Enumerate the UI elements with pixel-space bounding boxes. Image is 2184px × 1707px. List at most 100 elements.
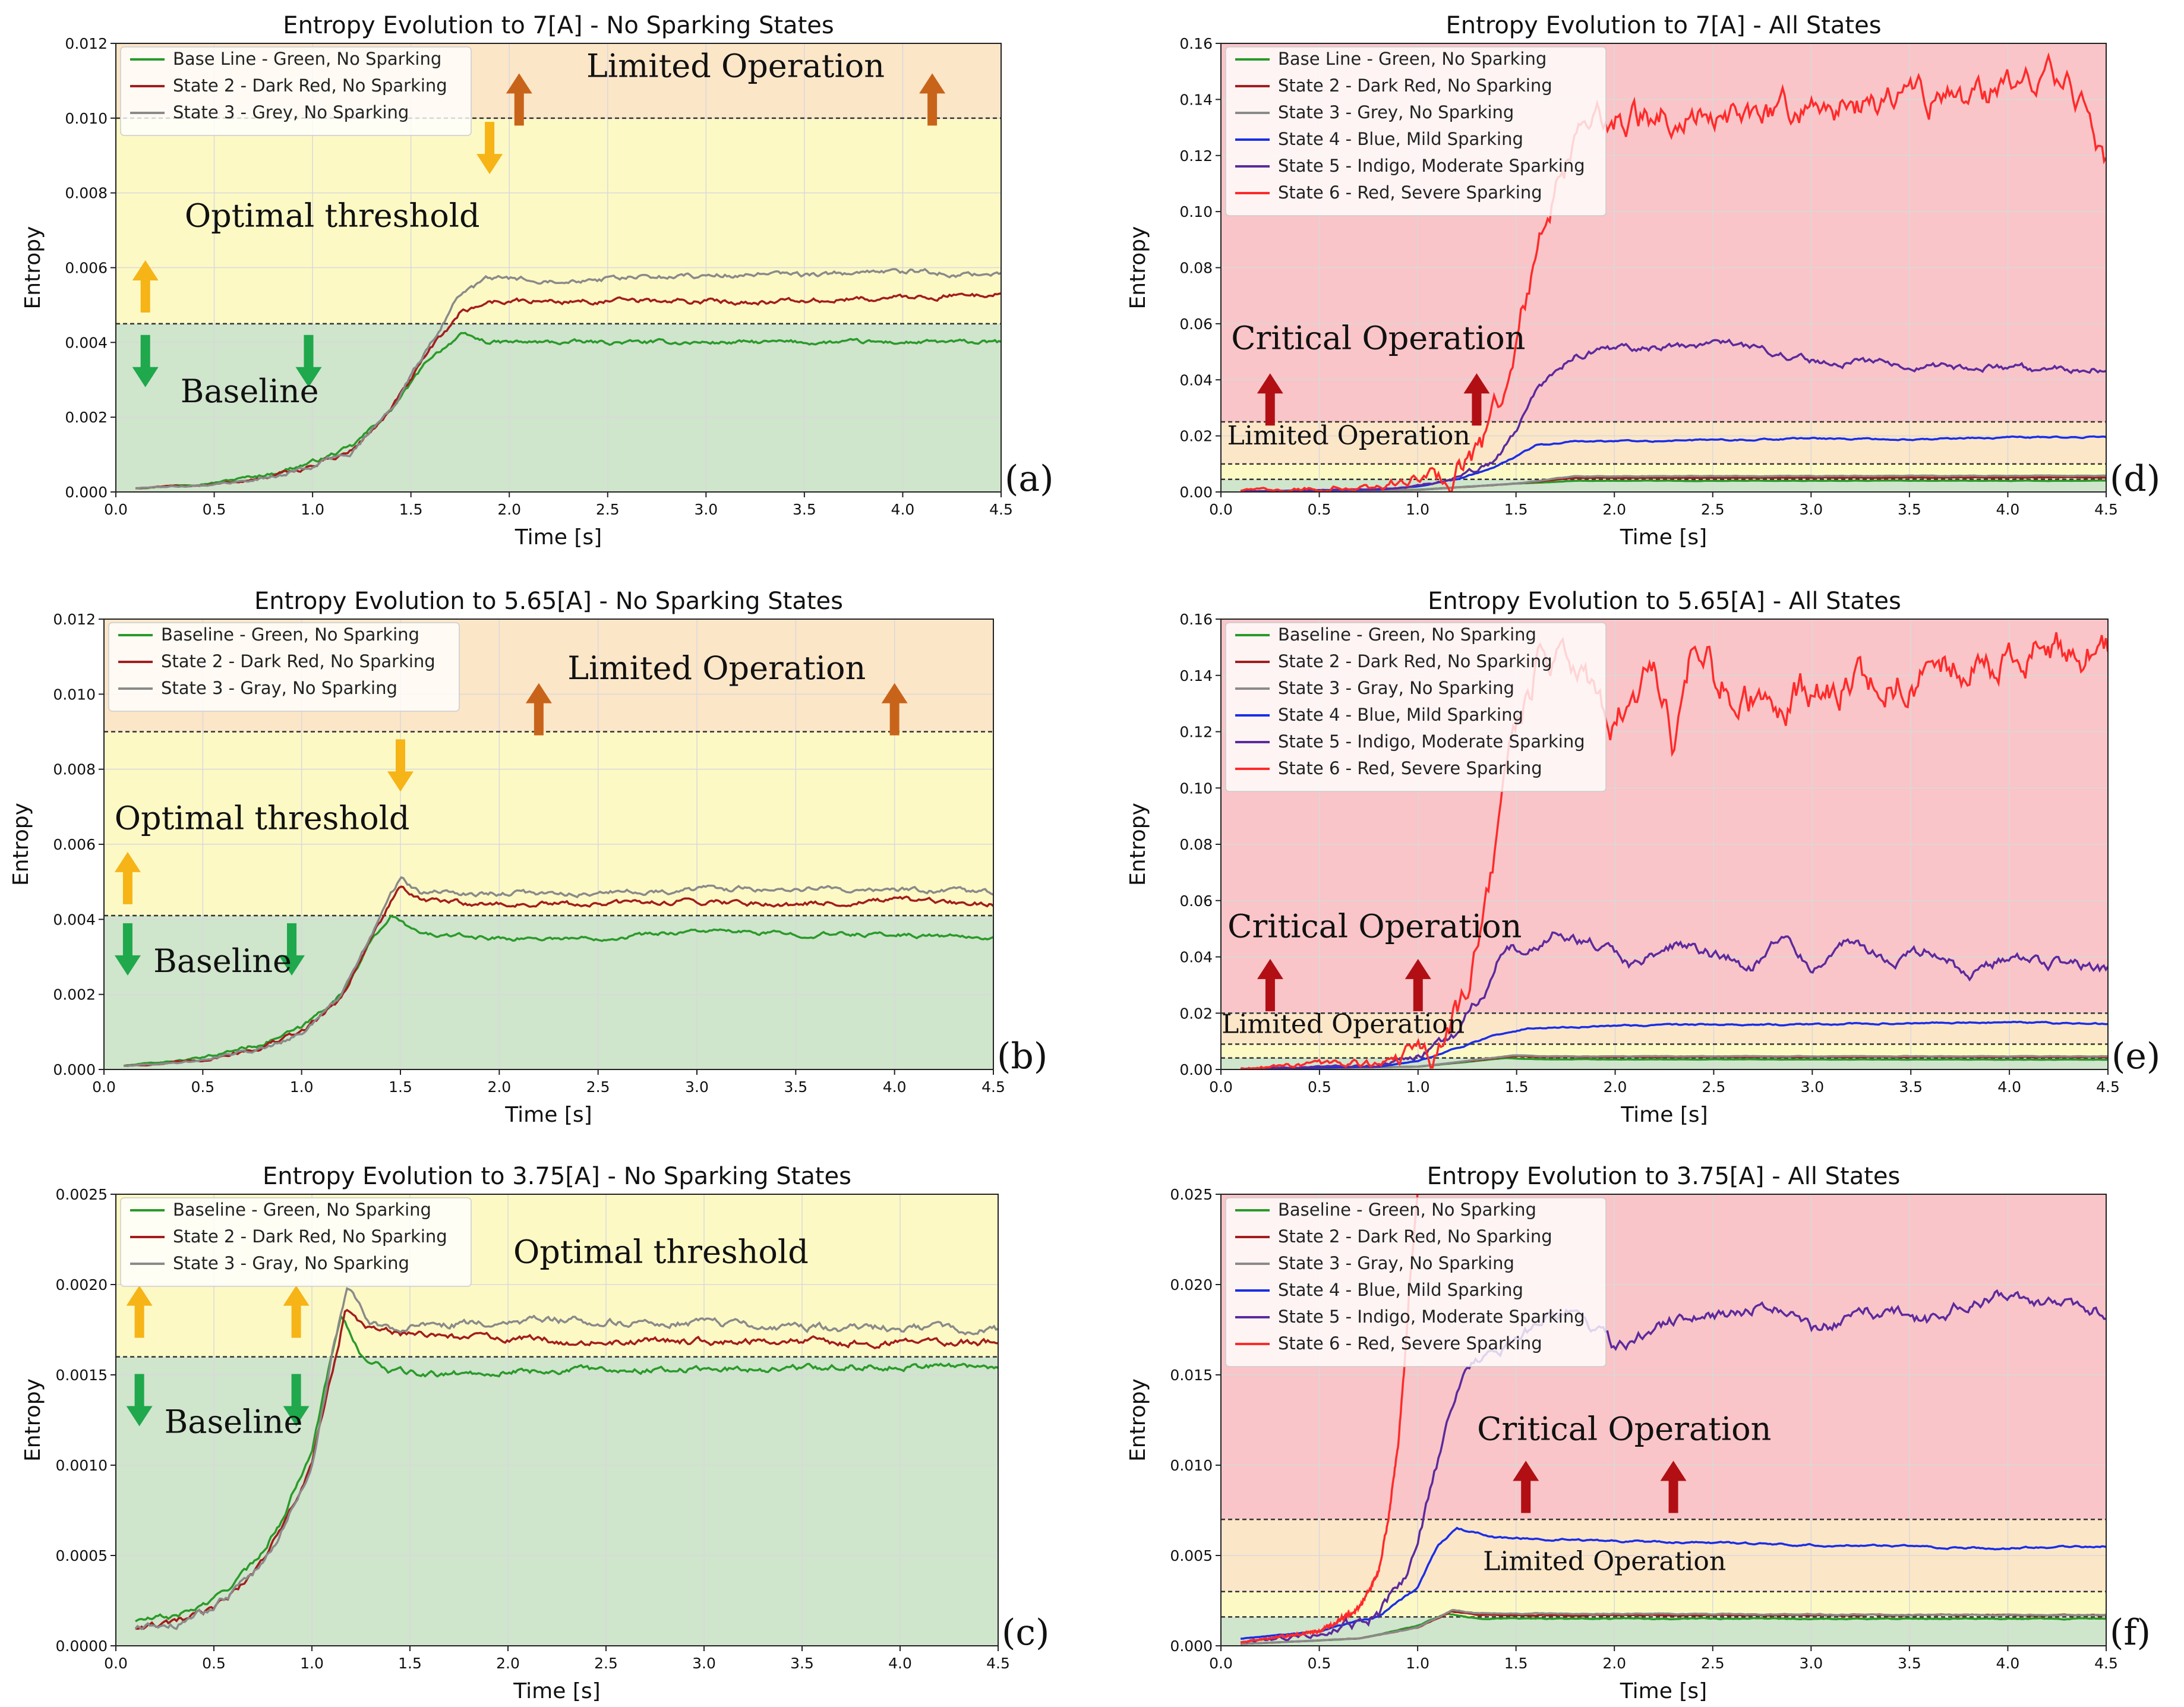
zone-green-zone	[104, 916, 993, 1069]
chart-title: Entropy Evolution to 5.65[A] - All State…	[1428, 588, 1901, 615]
x-tick-label: 0.0	[104, 1655, 128, 1672]
x-tick-label: 4.5	[986, 1655, 1010, 1672]
y-tick-label: 0.008	[65, 185, 108, 202]
chart-title: Entropy Evolution to 7[A] - No Sparking …	[283, 12, 834, 39]
x-tick-label: 0.0	[104, 501, 128, 518]
x-tick-label: 3.0	[1799, 501, 1823, 518]
x-tick-label: 0.0	[1209, 501, 1233, 518]
annotation-label: Optimal threshold	[185, 197, 480, 234]
x-tick-label: 4.0	[1996, 501, 2020, 518]
arrow-up-icon	[506, 73, 532, 126]
legend-entry: State 6 - Red, Severe Sparking	[1278, 182, 1542, 203]
x-tick-label: 1.5	[389, 1078, 412, 1096]
x-tick-label: 1.5	[398, 1655, 422, 1672]
x-tick-label: 4.5	[989, 501, 1013, 518]
x-tick-label: 2.5	[1701, 1655, 1725, 1672]
legend-entry: State 4 - Blue, Mild Sparking	[1278, 129, 1523, 149]
x-tick-label: 1.0	[300, 1655, 324, 1672]
legend-entry: State 2 - Dark Red, No Sparking	[1278, 1226, 1552, 1247]
y-tick-label: 0.06	[1179, 315, 1213, 333]
arrow-up-icon	[1257, 958, 1283, 1011]
x-tick-label: 2.0	[1604, 1078, 1627, 1096]
annotation-label: Limited Operation	[567, 649, 866, 687]
y-tick-label: 0.08	[1179, 836, 1213, 853]
legend-entry: State 4 - Blue, Mild Sparking	[1278, 1280, 1523, 1300]
x-axis-label: Time [s]	[504, 1103, 592, 1127]
panel-label: (e)	[2112, 1036, 2160, 1077]
panel-label: (d)	[2110, 458, 2160, 500]
chart-title: Entropy Evolution to 5.65[A] - No Sparki…	[254, 588, 843, 615]
arrow-up-icon	[283, 1285, 310, 1338]
chart-title: Entropy Evolution to 3.75[A] - No Sparki…	[263, 1163, 851, 1190]
series-line-grey	[1241, 1054, 2108, 1069]
legend-box	[120, 1197, 472, 1287]
x-tick-label: 0.5	[1308, 1655, 1331, 1672]
x-tick-label: 3.0	[694, 501, 718, 518]
y-tick-label: 0.00	[1179, 1061, 1213, 1078]
legend-entry: State 2 - Dark Red, No Sparking	[1278, 651, 1552, 671]
annotation-label: Optimal threshold	[513, 1233, 809, 1271]
x-axis-label: Time [s]	[1620, 1679, 1707, 1703]
zone-orange-zone	[1221, 422, 2106, 464]
y-tick-label: 0.04	[1179, 949, 1213, 966]
y-tick-label: 0.000	[1170, 1637, 1213, 1655]
y-axis-label: Entropy	[9, 803, 33, 886]
legend-entry: State 6 - Red, Severe Sparking	[1278, 758, 1542, 778]
y-tick-label: 0.000	[53, 1061, 96, 1078]
legend-box	[1225, 1197, 1607, 1367]
arrow-up-icon	[126, 1285, 153, 1338]
x-tick-label: 4.0	[1997, 1078, 2021, 1096]
x-tick-label: 3.0	[685, 1078, 709, 1096]
y-tick-label: 0.020	[1170, 1276, 1213, 1293]
x-tick-label: 0.0	[1209, 1655, 1233, 1672]
arrow-down-icon	[279, 923, 305, 976]
legend: Base Line - Green, No Sparking State 2 - …	[120, 46, 472, 136]
legend: Baseline - Green, No Sparking State 2 - D…	[120, 1197, 472, 1287]
y-tick-label: 0.06	[1179, 892, 1213, 910]
y-tick-label: 0.0005	[56, 1547, 108, 1564]
x-axis-label: Time [s]	[1620, 525, 1707, 550]
series-line-grey	[134, 1287, 998, 1631]
y-tick-label: 0.005	[1170, 1547, 1213, 1564]
legend-entry: State 4 - Blue, Mild Sparking	[1278, 705, 1523, 725]
arrow-up-icon	[1513, 1460, 1539, 1513]
series-line-darkred	[135, 292, 1001, 490]
arrow-up-icon	[525, 683, 552, 736]
annotation-label: Limited Operation	[586, 48, 885, 85]
y-tick-label: 0.000	[65, 484, 108, 501]
x-tick-label: 0.5	[1308, 501, 1331, 518]
x-tick-label: 3.5	[793, 501, 816, 518]
plot-frame	[115, 1194, 999, 1646]
x-axis-label: Time [s]	[513, 1679, 600, 1703]
y-tick-label: 0.012	[53, 611, 96, 628]
y-tick-label: 0.002	[65, 409, 108, 426]
y-axis-label: Entropy	[21, 226, 45, 310]
x-tick-label: 0.5	[203, 501, 226, 518]
x-tick-label: 4.0	[888, 1655, 912, 1672]
y-tick-label: 0.006	[65, 260, 108, 277]
series-line-red	[1241, 1194, 1419, 1644]
annotation-label: Limited Operation	[1227, 421, 1470, 451]
x-tick-label: 1.0	[290, 1078, 314, 1096]
series-line-green	[135, 1313, 998, 1623]
y-tick-label: 0.14	[1179, 91, 1213, 108]
zone-orange-zone	[1221, 1013, 2108, 1045]
arrow-up-icon	[132, 260, 159, 313]
plot-frame	[1220, 1194, 2107, 1646]
y-tick-label: 0.015	[1170, 1367, 1213, 1384]
x-tick-label: 3.5	[790, 1655, 814, 1672]
y-tick-label: 0.012	[65, 35, 108, 52]
legend-entry: State 2 - Dark Red, No Sparking	[1278, 75, 1552, 96]
y-tick-label: 0.010	[1170, 1457, 1213, 1474]
series-line-grey	[135, 268, 1001, 490]
arrow-up-icon	[114, 851, 141, 904]
x-tick-label: 2.5	[594, 1655, 618, 1672]
x-tick-label: 2.0	[497, 501, 521, 518]
panel-label: (c)	[1002, 1612, 1049, 1654]
x-tick-label: 1.5	[399, 501, 423, 518]
annotation-label: Limited Operation	[1483, 1546, 1726, 1576]
arrow-down-icon	[114, 923, 141, 976]
x-tick-label: 2.5	[1701, 501, 1725, 518]
x-tick-label: 1.5	[1505, 1078, 1529, 1096]
